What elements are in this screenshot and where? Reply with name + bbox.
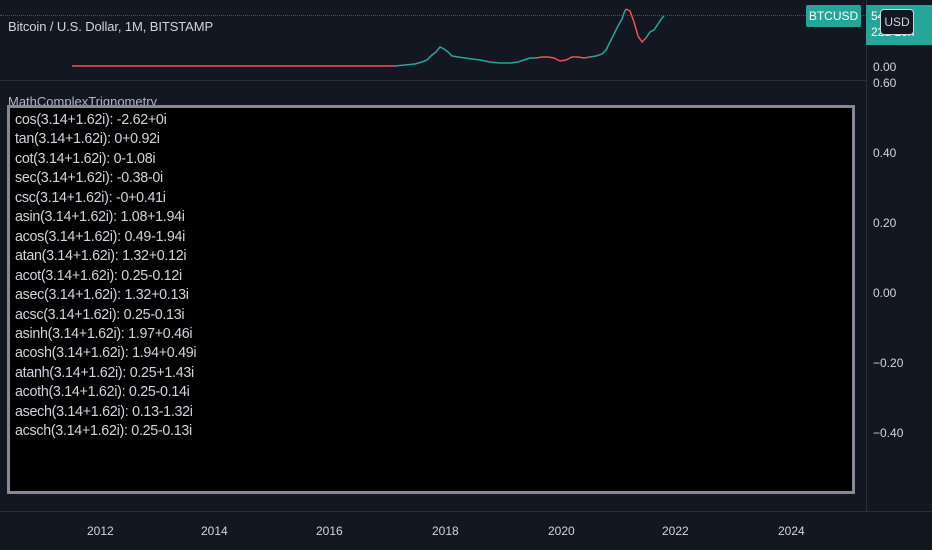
time-axis-label: 2016: [316, 524, 343, 538]
table-row: acsc(3.14+1.62i): 0.25-0.13i: [15, 306, 185, 323]
indicator-table-rows: cos(3.14+1.62i): -2.62+0i tan(3.14+1.62i)…: [15, 111, 197, 442]
table-row: atanh(3.14+1.62i): 0.25+1.43i: [15, 364, 194, 381]
last-price-line: [0, 15, 866, 16]
price-dip-segment: [535, 56, 591, 62]
time-axis-label: 2022: [662, 524, 689, 538]
table-row: asinh(3.14+1.62i): 1.97+0.46i: [15, 325, 193, 342]
table-row: asin(3.14+1.62i): 1.08+1.94i: [15, 209, 185, 226]
table-row: acsch(3.14+1.62i): 0.25-0.13i: [15, 423, 192, 440]
time-axis-label: 2024: [778, 524, 805, 538]
table-row: acos(3.14+1.62i): 0.49-1.94i: [15, 228, 186, 245]
price-chart-pane[interactable]: Bitcoin / U.S. Dollar, 1M, BITSTAMP: [0, 0, 866, 80]
indicator-table: cos(3.14+1.62i): -2.62+0i tan(3.14+1.62i)…: [7, 105, 855, 494]
indicator-axis-label: 0.00: [873, 286, 897, 300]
table-row: asech(3.14+1.62i): 0.13-1.32i: [15, 403, 193, 420]
table-row: tan(3.14+1.62i): 0+0.92i: [15, 131, 160, 148]
indicator-axis-label: −0.40: [873, 426, 904, 440]
price-bull-segment: [589, 8, 627, 58]
indicator-pane[interactable]: MathComplexTrignometry cos(3.14+1.62i): …: [0, 81, 866, 511]
price-rise-segment: [394, 46, 536, 67]
table-row: asec(3.14+1.62i): 1.32+0.13i: [15, 287, 189, 304]
symbol-title[interactable]: Bitcoin / U.S. Dollar, 1M, BITSTAMP: [8, 19, 214, 34]
indicator-axis-label: 0.20: [873, 216, 897, 230]
table-row: csc(3.14+1.62i): -0+0.41i: [15, 189, 166, 206]
table-row: atan(3.14+1.62i): 1.32+0.12i: [15, 248, 187, 265]
table-row: acot(3.14+1.62i): 0.25-0.12i: [15, 267, 182, 284]
indicator-axis-label: 0.60: [873, 76, 897, 90]
table-row: cot(3.14+1.62i): 0-1.08i: [15, 150, 156, 167]
price-axis[interactable]: 0.00 0.60 0.40 0.20 0.00 −0.20 −0.40: [866, 0, 932, 511]
indicator-axis-label: 0.40: [873, 146, 897, 160]
pane-separator[interactable]: [0, 80, 866, 81]
price-recent-segment: [645, 15, 665, 39]
time-axis-label: 2014: [201, 524, 228, 538]
table-row: acosh(3.14+1.62i): 1.94+0.49i: [15, 345, 197, 362]
table-row: cos(3.14+1.62i): -2.62+0i: [15, 112, 167, 128]
indicator-axis-label: −0.20: [873, 356, 904, 370]
time-axis-label: 2012: [87, 524, 114, 538]
price-peak-segment: [625, 8, 647, 44]
time-axis[interactable]: 2012 2014 2016 2018 2020 2022 2024: [0, 511, 932, 550]
price-axis-label: 0.00: [873, 60, 897, 74]
time-axis-label: 2018: [432, 524, 459, 538]
table-row: sec(3.14+1.62i): -0.38-0i: [15, 170, 163, 187]
time-axis-label: 2020: [548, 524, 575, 538]
table-row: acoth(3.14+1.62i): 0.25-0.14i: [15, 384, 190, 401]
currency-button[interactable]: USD: [880, 9, 914, 35]
symbol-badge: BTCUSD: [806, 5, 861, 27]
price-series: [72, 8, 665, 67]
